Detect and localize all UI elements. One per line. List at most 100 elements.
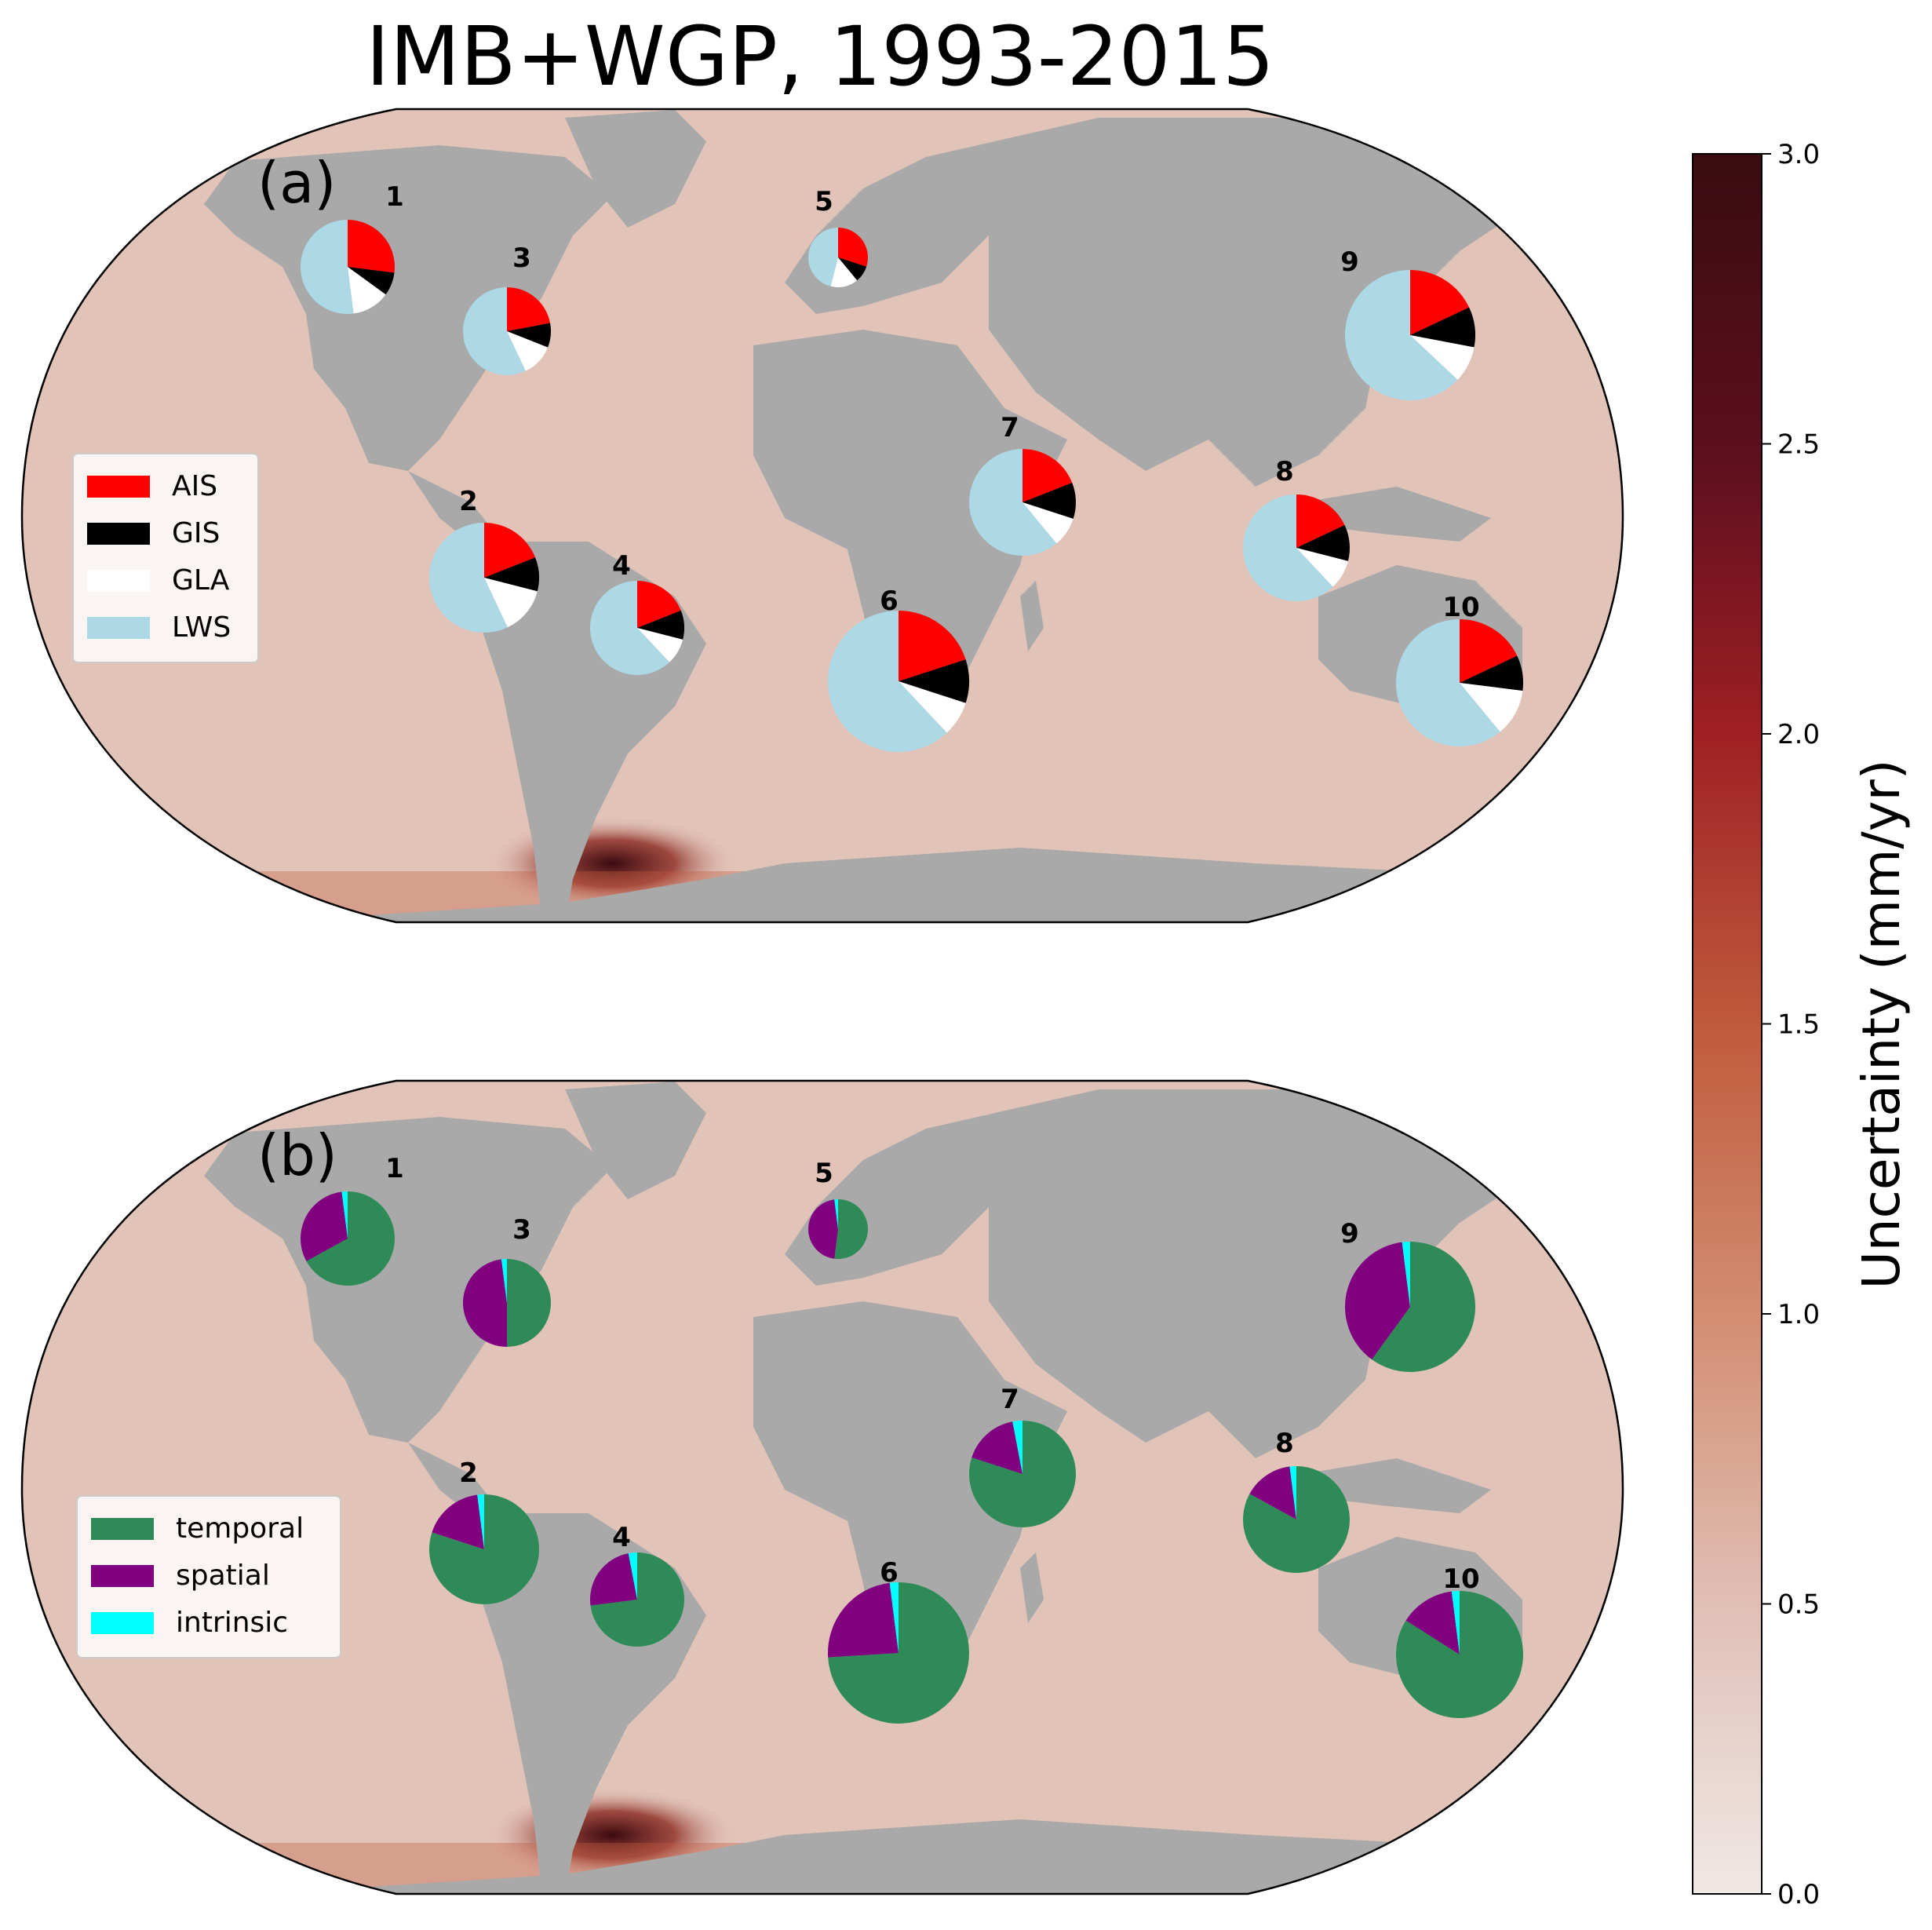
pie-label-2: 2 (459, 1458, 478, 1489)
pie-wedge-gis (838, 257, 867, 281)
pie-wedge-lws (429, 523, 508, 633)
pie-label-4: 4 (612, 550, 631, 582)
colorbar-tick-label: 0.0 (1777, 1879, 1820, 1910)
pie-6: 6 (828, 1557, 970, 1724)
pie-label-7: 7 (1001, 412, 1019, 443)
colorbar-tick-label: 2.0 (1777, 719, 1820, 750)
land-masses (204, 110, 1609, 922)
pie-wedge-gis (484, 557, 539, 592)
pie-wedge-gis (1410, 307, 1475, 348)
land-shape (259, 1819, 1562, 1894)
pie-label-2: 2 (459, 486, 478, 517)
pie-label-3: 3 (512, 1214, 531, 1246)
legend-label: temporal (176, 1512, 304, 1545)
pie-5: 5 (808, 186, 868, 288)
colorbar-label: Uncertainty (mm/yr) (1851, 759, 1912, 1289)
pie-6: 6 (828, 586, 969, 752)
pie-wedge-lws (828, 611, 947, 752)
pie-wedge-ais (348, 220, 395, 273)
pie-label-9: 9 (1340, 1218, 1359, 1250)
land-shape (204, 145, 612, 471)
land-shape (926, 118, 1530, 487)
pie-wedge-gla (1296, 548, 1348, 587)
pie-wedge-spatial (1405, 1591, 1460, 1655)
figure-title: IMB+WGP, 1993-2015 (366, 9, 1274, 104)
pie-wedge-gis (1023, 482, 1076, 520)
legend-swatch (87, 523, 150, 545)
pie-wedge-gis (507, 323, 552, 348)
colorbar-tick-label: 0.5 (1777, 1589, 1820, 1621)
pie-wedge-ais (637, 581, 681, 628)
pie-9: 9 (1340, 1218, 1475, 1372)
legend-label: LWS (172, 611, 231, 644)
pie-label-3: 3 (512, 243, 531, 274)
pie-wedge-spatial (301, 1191, 348, 1261)
pie-wedge-ais (1410, 270, 1470, 335)
pie-wedge-temporal (1396, 1591, 1524, 1718)
pie-wedge-spatial (808, 1199, 838, 1259)
pie-wedge-ais (507, 287, 551, 331)
pie-wedge-intrinsic (477, 1494, 484, 1549)
land-shape (1585, 1655, 1609, 1709)
legend-b: temporal spatial intrinsic (76, 1495, 341, 1658)
pie-wedge-ais (1296, 494, 1345, 548)
legend-swatch (87, 476, 150, 498)
pie-wedge-gis (1460, 655, 1523, 691)
pie-label-1: 1 (385, 181, 404, 213)
pie-wedge-spatial (432, 1494, 484, 1549)
pie-label-8: 8 (1275, 456, 1294, 487)
pie-label-7: 7 (1001, 1384, 1019, 1415)
pie-4: 4 (590, 1522, 685, 1647)
pie-wedge-lws (969, 449, 1057, 556)
colorbar-gradient (1692, 153, 1762, 1895)
pie-wedge-gla (484, 578, 538, 628)
pie-wedge-ais (838, 228, 868, 267)
pie-label-4: 4 (612, 1522, 631, 1553)
pie-wedge-intrinsic (501, 1259, 507, 1303)
legend-label: AIS (172, 470, 217, 502)
pie-3: 3 (462, 1214, 551, 1347)
pie-wedge-intrinsic (834, 1199, 838, 1229)
map-panel-b: (b) 1 2 3 4 5 6 7 8 9 10 temporal spatial intrinsic (20, 1079, 1624, 1895)
pie-wedge-ais (484, 523, 536, 578)
pie-9: 9 (1340, 246, 1475, 400)
pie-8: 8 (1243, 1428, 1350, 1573)
pie-wedge-intrinsic (889, 1582, 899, 1653)
pie-wedge-temporal (1372, 1242, 1475, 1372)
pie-wedge-lws (1396, 619, 1500, 746)
pie-label-5: 5 (815, 1158, 833, 1189)
pie-wedge-gla (899, 681, 966, 733)
pie-label-10: 10 (1442, 1563, 1479, 1595)
pie-label-9: 9 (1340, 246, 1359, 278)
pie-label-10: 10 (1442, 592, 1479, 623)
panel-label-a: (a) (257, 150, 336, 216)
pie-wedge-intrinsic (1012, 1421, 1023, 1474)
colorbar-tick-label: 3.0 (1777, 139, 1820, 170)
land-shape (1585, 683, 1609, 738)
legend-swatch (91, 1565, 154, 1587)
land-shape (204, 1117, 612, 1443)
colorbar: 0.0 0.5 1.0 1.5 2.0 2.5 3.0 Uncertainty (mm/yr… (1692, 139, 1912, 1910)
pie-wedge-gla (1023, 502, 1074, 544)
pie-2: 2 (429, 486, 539, 633)
pie-wedge-gla (507, 331, 549, 371)
pie-wedge-gla (830, 257, 858, 288)
pie-charts-b: 1 2 3 4 5 6 7 8 9 10 (301, 1153, 1524, 1724)
map-frame (20, 1079, 1624, 1895)
pie-wedge-intrinsic (1289, 1466, 1296, 1520)
pie-wedge-lws (463, 287, 526, 375)
land-shape (565, 1082, 706, 1199)
pie-wedge-spatial (590, 1553, 637, 1606)
legend-a: AIS GIS GLA LWS (72, 453, 259, 663)
land-shape (926, 1089, 1530, 1458)
pie-7: 7 (969, 1384, 1076, 1527)
legend-label: spatial (176, 1560, 270, 1592)
land-shape (565, 110, 706, 228)
pie-wedge-gla (1410, 335, 1475, 380)
pie-3: 3 (463, 243, 552, 375)
land-shape (1303, 487, 1491, 542)
pie-charts-a: 1 2 3 4 5 6 7 8 9 10 (301, 181, 1523, 752)
land-shape (1020, 581, 1044, 651)
colorbar-tick-label: 2.5 (1777, 429, 1820, 461)
